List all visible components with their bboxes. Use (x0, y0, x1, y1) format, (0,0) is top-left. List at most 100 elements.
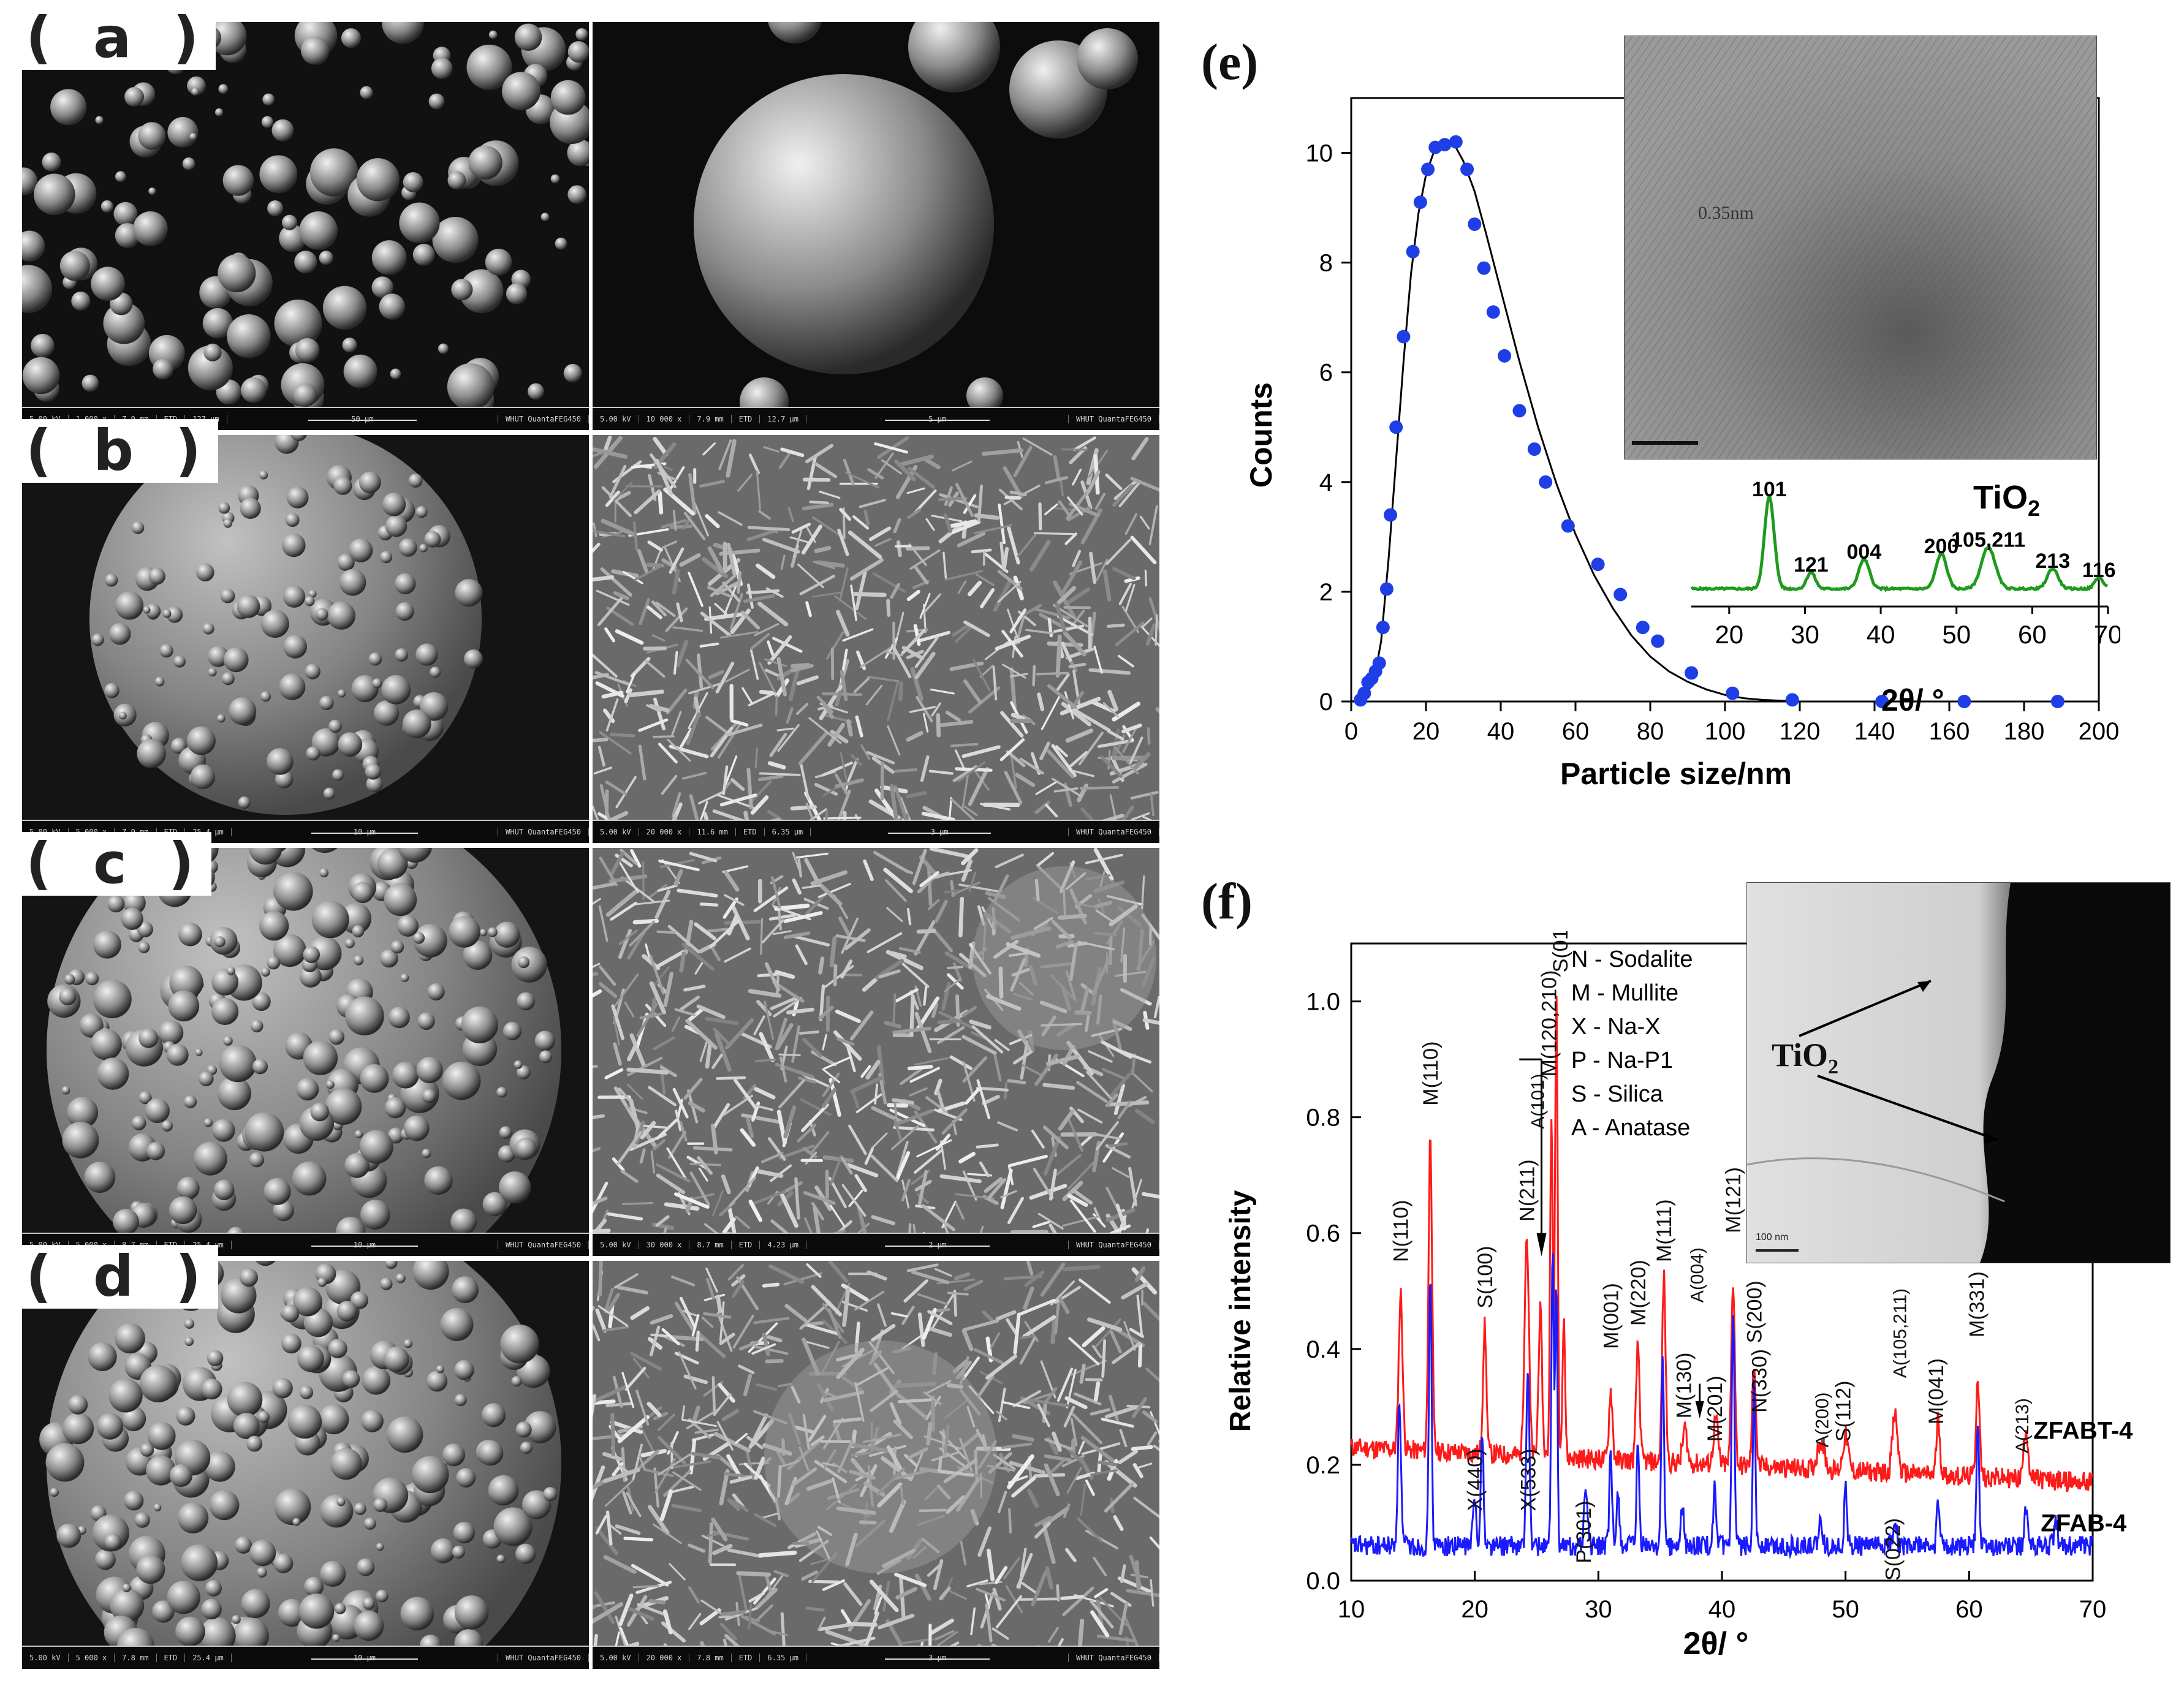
y-tick-label: 0.2 (1306, 1452, 1340, 1479)
sem-micrograph (22, 435, 589, 821)
peak-annotation: M(111) (1653, 1199, 1676, 1262)
data-point (1527, 442, 1541, 456)
y-tick-label: 4 (1319, 469, 1333, 496)
sem-det: ETD (732, 1654, 760, 1662)
sem-scale-bar: 10 µm (232, 828, 499, 836)
legend-entry: S - Silica (1571, 1081, 1664, 1107)
y-tick-label: 0 (1319, 689, 1333, 716)
xrd-inset-trace (1690, 493, 2109, 592)
peak-annotation: A(213) (2012, 1398, 2033, 1453)
sem-scale-bar: 2 µm (806, 1241, 1069, 1249)
sem-scale-bar: 3 µm (811, 828, 1069, 836)
panel-label-e: (e) (1195, 32, 1265, 93)
sem-lab-label: WHUT QuantaFEG450 (498, 415, 589, 423)
data-point (1468, 217, 1482, 231)
sem-lab-label: WHUT QuantaFEG450 (498, 1654, 589, 1662)
xrd-inset-tick-label: 70 (2094, 620, 2120, 649)
data-point (1397, 330, 1411, 344)
x-tick-label: 200 (2079, 718, 2120, 745)
x-tick-label: 70 (2079, 1596, 2107, 1623)
sem-mag: 5 000 x (69, 1654, 115, 1662)
data-point (1421, 162, 1435, 176)
data-point (1561, 519, 1575, 533)
legend-entry: N - Sodalite (1571, 947, 1693, 972)
sem-mag: 20 000 x (639, 828, 690, 836)
sem-hfw: 4.23 µm (760, 1241, 806, 1249)
data-point (1486, 305, 1500, 319)
chart-e-x-axis-label: Particle size/nm (1560, 757, 1792, 791)
sem-mag: 30 000 x (639, 1241, 690, 1249)
xrd-peak-label: 121 (1794, 553, 1829, 577)
tem-f-scale-label: 100 nm (1756, 1232, 1789, 1242)
x-tick-label: 60 (1955, 1596, 1983, 1623)
particle-size-chart: 0 20 40 60 80 100 120 140 160 180 200 0 2 4 6 8 10 Parti… (1244, 97, 2120, 791)
xrd-inset-tick-label: 20 (1715, 620, 1743, 649)
data-point (1957, 695, 1971, 708)
sem-info-bar: 5.00 kV 10 000 x 7.9 mm ETD 12.7 µm 5 µm WHUT … (593, 407, 1159, 430)
sem-mag: 10 000 x (639, 415, 690, 423)
x-tick-label: 60 (1562, 718, 1590, 745)
sem-hv: 5.00 kV (593, 828, 639, 836)
y-tick-label: 0.6 (1306, 1220, 1340, 1247)
xrd-inset-x-label: 2θ/ ° (1881, 683, 1944, 711)
data-point (1685, 666, 1699, 680)
xrd-inset-tick-label: 50 (1942, 620, 1971, 649)
peak-annotation: N(211) (1515, 1159, 1539, 1221)
peak-annotation: M(001) (1600, 1283, 1623, 1349)
sem-panel-3-2: 5.00 kV 30 000 x 8.7 mm ETD 4.23 µm 2 µm WHUT … (593, 848, 1159, 1256)
peak-annotation: S(112) (1832, 1381, 1856, 1442)
legend-entry: X - Na-X (1571, 1014, 1661, 1040)
sem-hv: 5.00 kV (22, 1654, 69, 1662)
x-tick-label: 140 (1854, 718, 1895, 745)
sem-wd: 11.6 mm (689, 828, 736, 836)
data-point (1406, 244, 1420, 259)
chart-e-fit-curve (1351, 140, 2099, 703)
xrd-peak-label: 200 (1924, 535, 1959, 558)
peak-annotation: X(440) (1464, 1448, 1487, 1511)
xrd-inset-tick-label: 40 (1867, 620, 1895, 649)
data-point (1636, 621, 1650, 635)
sem-hfw: 25.4 µm (185, 1654, 232, 1662)
x-tick-label: 80 (1637, 718, 1664, 745)
panel-label-a: ( a ) (20, 6, 216, 70)
data-point (1413, 195, 1427, 210)
peak-annotation: A(105,211) (1890, 1288, 1910, 1378)
data-point (1376, 621, 1390, 635)
data-point (1613, 588, 1628, 602)
sem-lab-label: WHUT QuantaFEG450 (1069, 1241, 1159, 1249)
peak-annotation: S(200) (1743, 1280, 1766, 1343)
x-tick-label: 40 (1708, 1596, 1736, 1623)
sem-info-bar: 5.00 kV 20 000 x 11.6 mm ETD 6.35 µm 3 µm WHUT… (593, 820, 1159, 843)
tem-f-tio2-label: TiO2 (1772, 1037, 1839, 1078)
sem-scale-bar: 3 µm (806, 1654, 1069, 1662)
sem-micrograph (22, 848, 589, 1234)
sem-hfw: 6.35 µm (760, 1654, 806, 1662)
data-point (1384, 508, 1398, 522)
peak-annotation: A(200) (1812, 1392, 1832, 1447)
sem-micrograph (593, 848, 1159, 1234)
sem-scale-bar: 5 µm (806, 415, 1069, 423)
peak-annotation: M(110) (1419, 1042, 1443, 1106)
xrd-inset-tick-label: 30 (1791, 620, 1819, 649)
data-point (1591, 558, 1605, 572)
sem-hv: 5.00 kV (593, 415, 639, 423)
peak-annotation: M(041) (1925, 1358, 1948, 1424)
y-tick-label: 0.0 (1306, 1568, 1340, 1595)
panel-label-d: ( d ) (20, 1245, 219, 1309)
sem-det: ETD (732, 1241, 760, 1249)
peak-annotation: M(121) (1722, 1167, 1745, 1233)
x-tick-label: 160 (1929, 718, 1970, 745)
arrow-a004-head (1695, 1401, 1704, 1419)
y-tick-label: 1.0 (1306, 989, 1340, 1016)
peak-annotation: N(330) (1748, 1349, 1772, 1413)
arrow-a101-head (1536, 1233, 1547, 1257)
y-tick-label: 8 (1319, 250, 1333, 277)
sem-panel-4-2: 5.00 kV 20 000 x 7.8 mm ETD 6.35 µm 3 µm WHUT … (593, 1261, 1159, 1669)
xrd-peak-label: 105,211 (1951, 529, 2025, 552)
sem-lab-label: WHUT QuantaFEG450 (1069, 415, 1159, 423)
data-point (1512, 404, 1526, 418)
xrd-inset-tick-label: 60 (2018, 620, 2047, 649)
sem-lab-label: WHUT QuantaFEG450 (1069, 1654, 1159, 1662)
panel-label-f: (f) (1195, 871, 1259, 932)
